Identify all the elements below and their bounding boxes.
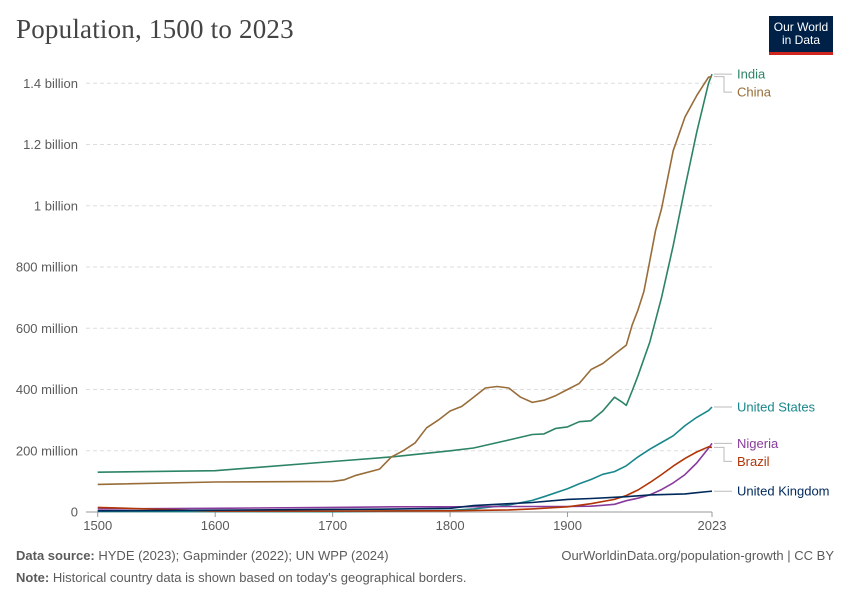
data-source-footer: Data source: HYDE (2023); Gapminder (202… [16,548,834,563]
series-label-united-states: United States [737,400,816,415]
series-line-nigeria [97,442,713,510]
note-footer: Note: Historical country data is shown b… [16,570,834,585]
label-connector-china [714,76,732,93]
y-tick-label: 1.2 billion [23,137,78,152]
series-label-nigeria: Nigeria [737,436,779,451]
y-axis-ticks: 0 200 million 400 million 600 million 800 mi… [16,76,78,520]
note-text: Historical country data is shown based o… [52,570,467,585]
chart-title: Population, 1500 to 2023 [16,14,294,44]
x-tick-label: 2023 [698,518,727,533]
owid-logo[interactable]: Our World in Data [769,16,833,55]
series-label-united-kingdom: United Kingdom [737,484,830,499]
note-label: Note: [16,570,50,585]
credit-link[interactable]: OurWorldinData.org/population-growth | C… [561,548,834,563]
x-tick-label: 1800 [436,518,465,533]
x-axis: 1500 1600 1700 1800 1900 2023 [83,511,727,533]
x-tick-label: 1700 [318,518,347,533]
logo-line-1: Our World [773,20,829,34]
series-label-china: China [737,85,772,100]
y-tick-label: 0 [71,505,78,520]
y-tick-label: 600 million [16,321,78,336]
series-line-china [97,75,713,486]
series-label-india: India [737,67,766,82]
x-tick-label: 1900 [553,518,582,533]
series-line-brazil [97,446,713,512]
logo-line-2: in Data [781,33,821,47]
line-chart: 0 200 million 400 million 600 million 800 mi… [16,67,830,533]
data-source-label: Data source: [16,548,95,563]
y-tick-label: 200 million [16,443,78,458]
series-line-united-states [97,406,713,513]
x-tick-label: 1600 [201,518,230,533]
y-tick-label: 400 million [16,382,78,397]
series-line-united-kingdom [97,490,713,512]
y-tick-label: 1.4 billion [23,76,78,91]
gridlines [86,82,712,452]
series-line-india [97,73,713,473]
series-lines [97,73,713,513]
y-tick-label: 1 billion [34,198,78,213]
series-labels: India China United States Nigeria Brazil Unit… [714,67,830,499]
x-tick-label: 1500 [83,518,112,533]
label-connector-brazil [714,446,732,462]
y-tick-label: 800 million [16,260,78,275]
data-source-text: HYDE (2023); Gapminder (2022); UN WPP (2… [98,548,389,563]
series-label-brazil: Brazil [737,454,770,469]
